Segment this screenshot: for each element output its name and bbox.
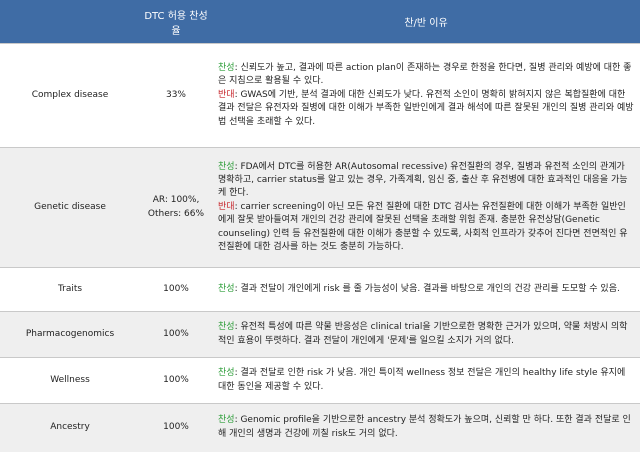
pro-text: : 결과 전달로 인한 risk 가 낮음. 개인 특이적 wellness 정… [218, 368, 626, 392]
pro-text: : 결과 전달이 개인에게 risk 를 줄 가능성이 낮음. 결과를 바탕으로… [234, 283, 620, 294]
reason-cell: 찬성: 결과 전달로 인한 risk 가 낮음. 개인 특이적 wellness… [212, 357, 640, 404]
approval-rate: 100% [140, 357, 212, 404]
pro-reason: 찬성: 유전적 특성에 따른 약물 반응성은 clinical trial을 기… [218, 321, 634, 348]
category-name: Genetic disease [0, 147, 140, 268]
pro-reason: 찬성: 결과 전달이 개인에게 risk 를 줄 가능성이 낮음. 결과를 바탕… [218, 283, 634, 296]
category-name: Wellness [0, 357, 140, 404]
category-name: Ancestry [0, 403, 140, 452]
table-row: Pharmacogenomics 100% 찬성: 유전적 특성에 따른 약물 … [0, 311, 640, 358]
pro-text: : Genomic profile을 기반으로한 ancestry 분석 정확도… [218, 415, 631, 439]
reason-cell: 찬성: FDA에서 DTC를 허용한 AR(Autosomal recessiv… [212, 147, 640, 268]
approval-rate: AR: 100%, Others: 66% [140, 147, 212, 268]
con-reason: 반대: GWAS에 기반, 분석 결과에 대한 신뢰도가 낮다. 유전적 소인이… [218, 89, 634, 129]
con-text: : carrier screening이 아닌 모든 유전 질환에 대한 DTC… [218, 201, 628, 253]
pro-reason: 찬성: 결과 전달로 인한 risk 가 낮음. 개인 특이적 wellness… [218, 367, 634, 394]
pro-text: : 유전적 특성에 따른 약물 반응성은 clinical trial을 기반으… [218, 322, 628, 346]
approval-rate: 100% [140, 403, 212, 452]
pro-reason: 찬성: Genomic profile을 기반으로한 ancestry 분석 정… [218, 414, 634, 441]
pro-text: : FDA에서 DTC를 허용한 AR(Autosomal recessive)… [218, 161, 628, 199]
pro-label: 찬성 [218, 161, 235, 172]
reason-cell: 찬성: 결과 전달이 개인에게 risk 를 줄 가능성이 낮음. 결과를 바탕… [212, 267, 640, 312]
reason-cell: 찬성: 신뢰도가 높고, 결과에 따른 action plan이 존재하는 경우… [212, 43, 640, 148]
category-name: Complex disease [0, 43, 140, 148]
pro-label: 찬성 [218, 415, 235, 426]
table-header: DTC 허용 찬성율 찬/반 이유 [0, 0, 640, 44]
category-name: Traits [0, 267, 140, 312]
con-label: 반대 [218, 89, 235, 100]
approval-rate-others: Others: 66% [147, 208, 205, 219]
table-row: Genetic disease AR: 100%, Others: 66% 찬성… [0, 147, 640, 268]
table-row: Complex disease 33% 찬성: 신뢰도가 높고, 결과에 따른 … [0, 43, 640, 148]
reason-cell: 찬성: 유전적 특성에 따른 약물 반응성은 clinical trial을 기… [212, 311, 640, 358]
pro-label: 찬성 [218, 62, 235, 73]
header-category [0, 0, 140, 44]
approval-rate: 100% [140, 311, 212, 358]
approval-rate: 33% [140, 43, 212, 148]
con-reason: 반대: carrier screening이 아닌 모든 유전 질환에 대한 D… [218, 201, 634, 255]
pro-label: 찬성 [218, 322, 235, 333]
approval-rate: 100% [140, 267, 212, 312]
pro-reason: 찬성: 신뢰도가 높고, 결과에 따른 action plan이 존재하는 경우… [218, 62, 634, 89]
reason-cell: 찬성: Genomic profile을 기반으로한 ancestry 분석 정… [212, 403, 640, 452]
pro-reason: 찬성: FDA에서 DTC를 허용한 AR(Autosomal recessiv… [218, 161, 634, 201]
table-row: Traits 100% 찬성: 결과 전달이 개인에게 risk 를 줄 가능성… [0, 267, 640, 312]
table-row: Wellness 100% 찬성: 결과 전달로 인한 risk 가 낮음. 개… [0, 357, 640, 404]
pro-text: : 신뢰도가 높고, 결과에 따른 action plan이 존재하는 경우로 … [218, 62, 632, 87]
header-approval-rate: DTC 허용 찬성율 [140, 0, 212, 44]
pro-label: 찬성 [218, 283, 235, 294]
table-row: Ancestry 100% 찬성: Genomic profile을 기반으로한… [0, 403, 640, 452]
category-name: Pharmacogenomics [0, 311, 140, 358]
con-text: : GWAS에 기반, 분석 결과에 대한 신뢰도가 낮다. 유전적 소인이 명… [218, 89, 634, 127]
pro-label: 찬성 [218, 368, 235, 379]
approval-rate-ar: AR: 100%, [152, 195, 200, 206]
header-reason: 찬/반 이유 [212, 0, 640, 44]
con-label: 반대 [218, 201, 235, 212]
